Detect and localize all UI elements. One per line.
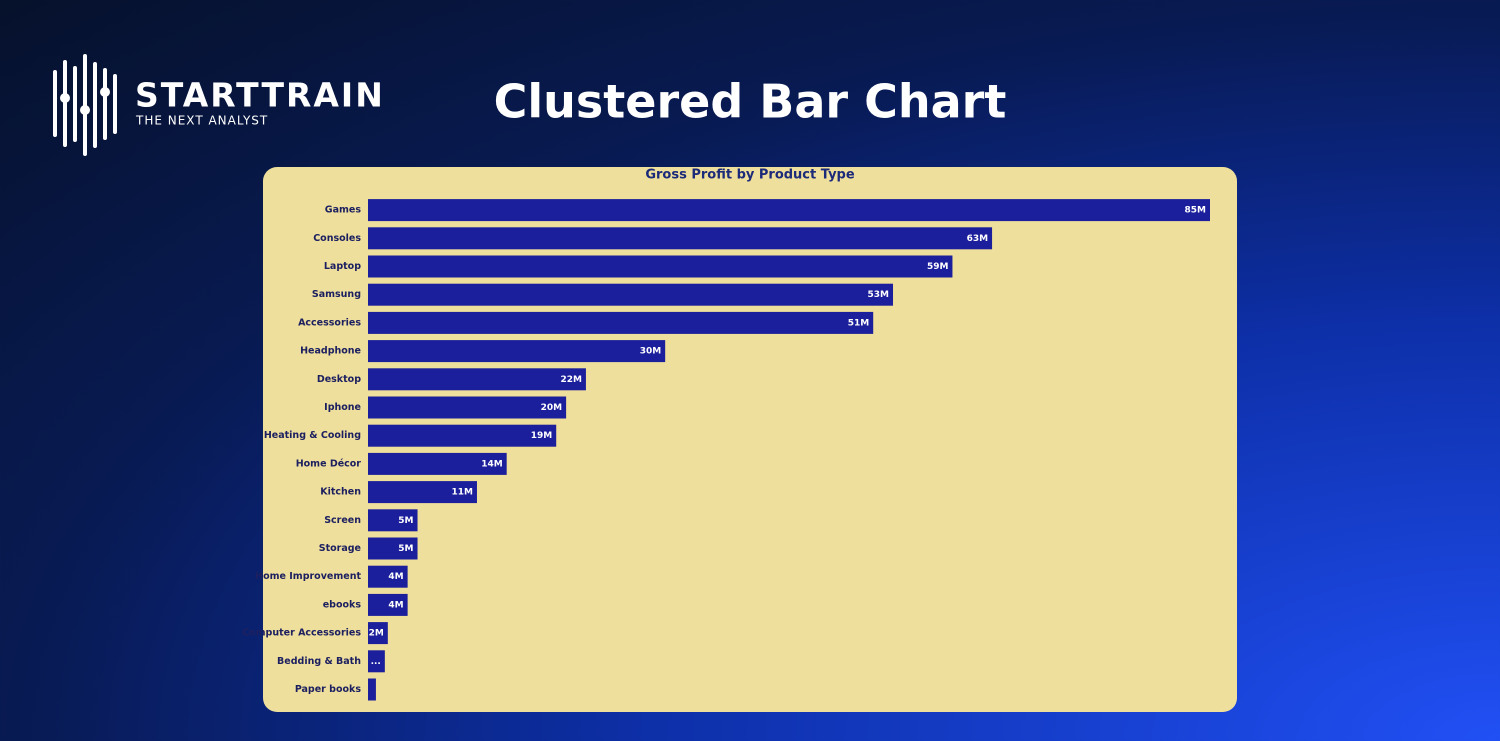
value-label: ...	[371, 657, 381, 667]
bar	[368, 199, 1210, 222]
bar	[368, 396, 567, 419]
logo-name: STARTTRAIN	[135, 76, 385, 115]
value-label: 2M	[369, 629, 384, 639]
bar	[368, 255, 953, 278]
category-label: Storage	[319, 543, 361, 554]
category-label: Kitchen	[320, 487, 361, 498]
bar	[368, 481, 477, 504]
bar	[368, 340, 666, 363]
bar	[368, 452, 507, 475]
bar	[368, 593, 408, 616]
bar	[368, 424, 557, 447]
category-label: Laptop	[324, 261, 361, 272]
value-label: 14M	[481, 459, 503, 469]
category-label: ebooks	[323, 599, 362, 610]
bar	[368, 565, 408, 588]
value-label: 5M	[398, 516, 413, 526]
value-label: 30M	[640, 347, 662, 357]
logo-tagline: THE NEXT ANALYST	[135, 114, 268, 128]
value-label: 53M	[868, 290, 890, 300]
value-label: 5M	[398, 544, 413, 554]
category-label: Screen	[324, 515, 361, 526]
category-label: Home Improvement	[255, 571, 361, 582]
category-label: Home Décor	[296, 458, 362, 469]
value-label: 20M	[541, 403, 563, 413]
value-label: 63M	[967, 234, 989, 244]
value-label: 4M	[388, 572, 403, 582]
category-label: Consoles	[313, 233, 361, 244]
bar	[368, 678, 376, 701]
bar	[368, 650, 385, 673]
bar	[368, 227, 993, 250]
value-label: 11M	[451, 488, 473, 498]
category-label: Paper books	[295, 684, 362, 695]
value-label: 51M	[848, 318, 870, 328]
category-label: Bedding & Bath	[277, 656, 361, 667]
value-label: 4M	[388, 600, 403, 610]
value-label: 19M	[531, 431, 553, 441]
bar	[368, 509, 418, 532]
category-label: Iphone	[324, 402, 361, 413]
logo-icon	[53, 54, 117, 156]
category-label: Computer Accessories	[242, 628, 361, 639]
value-label: 22M	[560, 375, 582, 385]
category-label: Games	[325, 205, 362, 216]
category-label: Desktop	[317, 374, 361, 385]
value-label: 85M	[1185, 206, 1207, 216]
chart-title: Gross Profit by Product Type	[645, 168, 855, 183]
bar	[368, 311, 874, 334]
category-label: Headphone	[300, 346, 361, 357]
bar	[368, 622, 388, 645]
bar	[368, 368, 586, 391]
value-label: 59M	[927, 262, 949, 272]
page-title: Clustered Bar Chart	[494, 75, 1007, 129]
category-label: Heating & Cooling	[264, 430, 361, 441]
bar	[368, 537, 418, 560]
bar	[368, 283, 894, 306]
category-label: Samsung	[312, 289, 361, 300]
category-label: Accessories	[298, 317, 361, 328]
